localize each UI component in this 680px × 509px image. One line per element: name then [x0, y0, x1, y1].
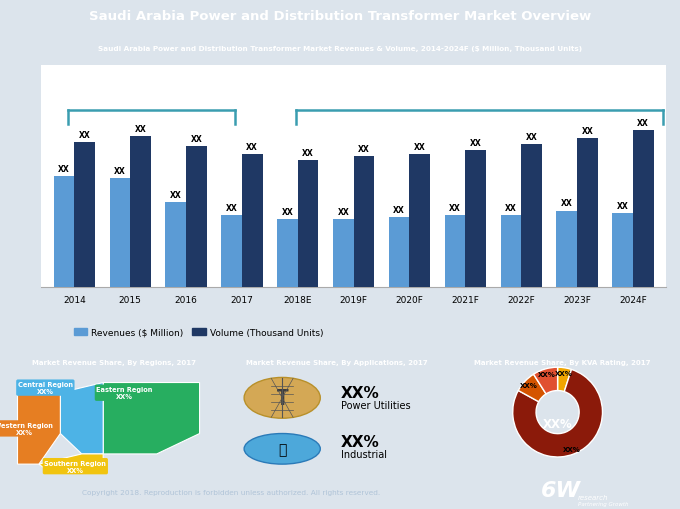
Text: XX%: XX% — [543, 417, 573, 430]
Text: 6W: 6W — [541, 480, 581, 500]
Text: Partnering Growth: Partnering Growth — [578, 501, 628, 506]
Ellipse shape — [244, 378, 320, 418]
Text: XX%: XX% — [341, 385, 379, 401]
Text: Eastern Region
XX%: Eastern Region XX% — [97, 386, 153, 400]
Text: XX: XX — [79, 131, 90, 139]
Text: XX%: XX% — [520, 382, 538, 388]
Text: XX: XX — [58, 165, 70, 174]
Wedge shape — [518, 375, 546, 402]
Wedge shape — [534, 367, 558, 394]
Bar — [54, 177, 74, 288]
Text: XX: XX — [337, 207, 349, 216]
Text: XX%: XX% — [538, 372, 556, 378]
Bar — [612, 213, 633, 288]
Bar — [354, 157, 374, 288]
Text: Saudi Arabia Power and Distribution Transformer Market Overview: Saudi Arabia Power and Distribution Tran… — [89, 10, 591, 23]
Text: XX: XX — [526, 133, 537, 142]
Text: XX: XX — [581, 127, 593, 135]
Text: XX: XX — [358, 145, 370, 154]
Legend: Revenues ($ Million), Volume (Thousand Units): Revenues ($ Million), Volume (Thousand U… — [70, 324, 326, 341]
Text: XX: XX — [114, 167, 126, 176]
Text: XX%: XX% — [341, 434, 379, 449]
Text: XX: XX — [226, 203, 237, 212]
Bar — [633, 131, 653, 288]
Wedge shape — [558, 367, 571, 392]
Bar — [165, 203, 186, 288]
Text: Southern Region
XX%: Southern Region XX% — [44, 460, 106, 473]
Text: Copyright 2018. Reproduction is forbidden unless authorized. All rights reserved: Copyright 2018. Reproduction is forbidde… — [82, 489, 380, 495]
Bar — [500, 215, 521, 288]
Text: Saudi Arabia Power and Distribution Transformer Market Revenues & Volume, 2014-2: Saudi Arabia Power and Distribution Tran… — [98, 46, 582, 52]
Text: XX: XX — [414, 143, 426, 152]
Text: XX: XX — [617, 201, 628, 210]
Text: 🏭: 🏭 — [278, 442, 286, 456]
Bar — [221, 215, 242, 288]
Bar — [465, 151, 486, 288]
Bar — [521, 145, 542, 288]
Bar — [242, 155, 262, 288]
Text: Market Revenue Share, By Applications, 2017: Market Revenue Share, By Applications, 2… — [245, 359, 428, 365]
Text: XX: XX — [470, 139, 481, 148]
Polygon shape — [103, 383, 200, 454]
Text: XX: XX — [393, 205, 405, 214]
Bar — [298, 161, 318, 288]
Text: research: research — [578, 494, 609, 500]
Text: XX%: XX% — [563, 446, 581, 452]
Polygon shape — [39, 454, 103, 472]
Bar — [445, 215, 465, 288]
Bar — [333, 219, 354, 288]
Text: XX: XX — [449, 203, 461, 212]
Text: XX%: XX% — [555, 371, 573, 376]
Bar — [277, 219, 298, 288]
Bar — [130, 136, 151, 288]
Text: Industrial: Industrial — [341, 449, 387, 459]
Bar — [74, 143, 95, 288]
Text: XX: XX — [246, 143, 258, 152]
Ellipse shape — [244, 434, 320, 464]
Text: XX: XX — [302, 149, 314, 158]
Text: Revenue CAGR 2018E-24F: XX%
Volume CAGR 2018E-24F: XX%: Revenue CAGR 2018E-24F: XX% Volume CAGR … — [362, 78, 518, 101]
Text: Market Revenue Share, By KVA Rating, 2017: Market Revenue Share, By KVA Rating, 201… — [474, 359, 650, 365]
Text: XX: XX — [561, 199, 573, 208]
Polygon shape — [61, 383, 103, 454]
Text: XX: XX — [282, 207, 293, 216]
Text: XX: XX — [135, 125, 146, 133]
Bar — [577, 138, 598, 288]
Polygon shape — [18, 383, 61, 464]
Text: T: T — [275, 388, 289, 408]
Text: Power Utilities: Power Utilities — [341, 400, 411, 410]
Text: XX: XX — [170, 191, 182, 200]
Bar — [389, 217, 409, 288]
Text: XX: XX — [505, 203, 517, 212]
Text: XX: XX — [190, 135, 202, 144]
Bar — [409, 155, 430, 288]
Text: XX: XX — [637, 119, 649, 128]
Bar — [556, 211, 577, 288]
Text: Western Region
XX%: Western Region XX% — [0, 422, 53, 435]
Text: Market Revenue Share, By Regions, 2017: Market Revenue Share, By Regions, 2017 — [32, 359, 196, 365]
Text: Central Region
XX%: Central Region XX% — [18, 381, 73, 394]
Bar — [186, 147, 207, 288]
Wedge shape — [513, 370, 602, 457]
Bar — [109, 179, 130, 288]
Text: Revenue CAGR 2014-17: XX%
Volume CAGR 2014-17: XX%: Revenue CAGR 2014-17: XX% Volume CAGR 20… — [79, 78, 224, 101]
